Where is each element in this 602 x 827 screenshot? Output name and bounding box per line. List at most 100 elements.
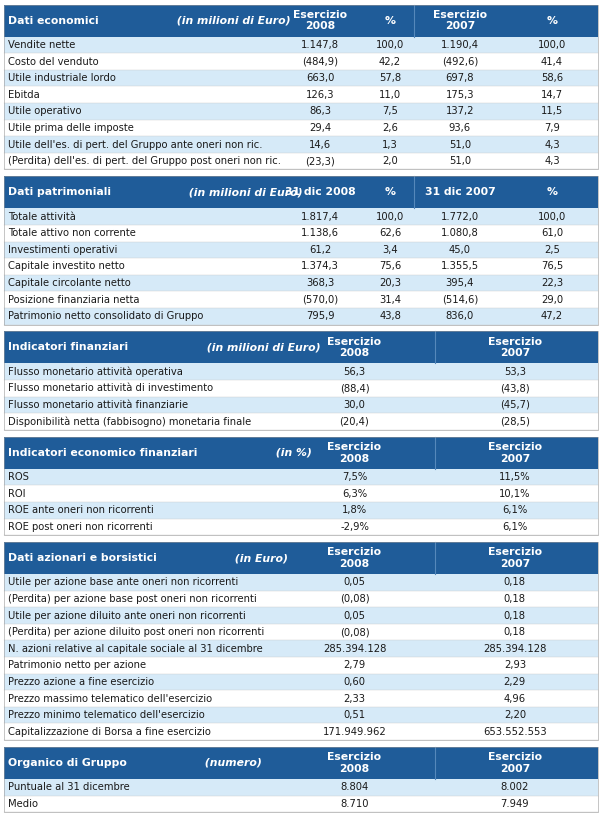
- Text: Utile per azione base ante oneri non ricorrenti: Utile per azione base ante oneri non ric…: [8, 577, 238, 587]
- Bar: [4, 332, 598, 430]
- Text: Esercizio
2007: Esercizio 2007: [433, 10, 487, 31]
- Text: 6,1%: 6,1%: [502, 505, 527, 515]
- Text: 653.552.553: 653.552.553: [483, 727, 547, 737]
- Bar: [4, 707, 598, 724]
- Text: 61,2: 61,2: [309, 245, 332, 255]
- Text: Costo del venduto: Costo del venduto: [8, 56, 99, 66]
- Text: 7,9: 7,9: [544, 123, 560, 133]
- Text: 1.355,5: 1.355,5: [441, 261, 479, 271]
- Bar: [4, 225, 598, 241]
- Text: 126,3: 126,3: [306, 89, 335, 100]
- Text: Prezzo azione a fine esercizio: Prezzo azione a fine esercizio: [8, 677, 154, 687]
- Text: (Perdita) dell'es. di pert. del Gruppo post oneri non ric.: (Perdita) dell'es. di pert. del Gruppo p…: [8, 156, 281, 166]
- Text: 7,5%: 7,5%: [342, 472, 367, 482]
- Text: 0,18: 0,18: [504, 594, 526, 604]
- Text: Esercizio
2007: Esercizio 2007: [488, 337, 542, 358]
- Text: (514,6): (514,6): [442, 294, 478, 304]
- Text: 285.394.128: 285.394.128: [323, 643, 386, 653]
- Text: 14,6: 14,6: [309, 140, 331, 150]
- Text: 58,6: 58,6: [541, 73, 563, 84]
- Text: 100,0: 100,0: [376, 40, 404, 50]
- Text: 4,3: 4,3: [544, 156, 560, 166]
- Text: (20,4): (20,4): [340, 417, 370, 427]
- Text: 8.804: 8.804: [340, 782, 368, 792]
- Text: 14,7: 14,7: [541, 89, 563, 100]
- Text: 51,0: 51,0: [449, 156, 471, 166]
- Bar: [4, 136, 598, 153]
- Text: 697,8: 697,8: [445, 73, 474, 84]
- Text: 4,96: 4,96: [504, 694, 526, 704]
- Bar: [4, 332, 598, 363]
- Bar: [4, 103, 598, 120]
- Text: 3,4: 3,4: [382, 245, 398, 255]
- Text: 20,3: 20,3: [379, 278, 401, 288]
- Text: 137,2: 137,2: [445, 107, 474, 117]
- Text: 795,9: 795,9: [306, 311, 335, 321]
- Text: 93,6: 93,6: [449, 123, 471, 133]
- Text: 11,0: 11,0: [379, 89, 401, 100]
- Text: (484,9): (484,9): [302, 56, 338, 66]
- Bar: [4, 590, 598, 607]
- Bar: [4, 275, 598, 291]
- Bar: [4, 380, 598, 397]
- Bar: [4, 208, 598, 225]
- Text: 22,3: 22,3: [541, 278, 563, 288]
- Text: Prezzo minimo telematico dell'esercizio: Prezzo minimo telematico dell'esercizio: [8, 710, 205, 720]
- Bar: [4, 485, 598, 502]
- Text: 2,0: 2,0: [382, 156, 398, 166]
- Text: 0,18: 0,18: [504, 577, 526, 587]
- Text: %: %: [385, 16, 396, 26]
- Text: 2,33: 2,33: [344, 694, 365, 704]
- Text: 8.002: 8.002: [501, 782, 529, 792]
- Text: 1,3: 1,3: [382, 140, 398, 150]
- Text: 41,4: 41,4: [541, 56, 563, 66]
- Bar: [4, 86, 598, 103]
- Bar: [4, 437, 598, 535]
- Text: 1.147,8: 1.147,8: [302, 40, 340, 50]
- Text: Utile industriale lordo: Utile industriale lordo: [8, 73, 116, 84]
- Bar: [4, 607, 598, 624]
- Text: (numero): (numero): [201, 758, 262, 768]
- Text: Organico di Gruppo: Organico di Gruppo: [8, 758, 127, 768]
- Text: 43,8: 43,8: [379, 311, 401, 321]
- Text: Esercizio
2007: Esercizio 2007: [488, 547, 542, 569]
- Text: 1,8%: 1,8%: [342, 505, 367, 515]
- Text: 663,0: 663,0: [306, 73, 335, 84]
- Text: Dati azionari e borsistici: Dati azionari e borsistici: [8, 553, 157, 563]
- Text: (570,0): (570,0): [302, 294, 338, 304]
- Text: 0,51: 0,51: [343, 710, 365, 720]
- Text: 57,8: 57,8: [379, 73, 401, 84]
- Text: 47,2: 47,2: [541, 311, 563, 321]
- Text: 171.949.962: 171.949.962: [323, 727, 386, 737]
- Text: Indicatori finanziari: Indicatori finanziari: [8, 342, 128, 352]
- Text: (492,6): (492,6): [442, 56, 478, 66]
- Text: 0,60: 0,60: [344, 677, 365, 687]
- Text: N. azioni relative al capitale sociale al 31 dicembre: N. azioni relative al capitale sociale a…: [8, 643, 262, 653]
- Text: 76,5: 76,5: [541, 261, 563, 271]
- Text: Utile per azione diluito ante oneri non ricorrenti: Utile per azione diluito ante oneri non …: [8, 610, 246, 620]
- Text: Capitale circolante netto: Capitale circolante netto: [8, 278, 131, 288]
- Text: Esercizio
2008: Esercizio 2008: [327, 547, 382, 569]
- Text: 100,0: 100,0: [538, 212, 566, 222]
- Text: Esercizio
2008: Esercizio 2008: [327, 337, 382, 358]
- Bar: [4, 674, 598, 691]
- Text: 42,2: 42,2: [379, 56, 401, 66]
- Text: 1.080,8: 1.080,8: [441, 228, 479, 238]
- Text: Disponibilità netta (fabbisogno) monetaria finale: Disponibilità netta (fabbisogno) monetar…: [8, 416, 251, 427]
- Bar: [4, 241, 598, 258]
- Bar: [4, 796, 598, 812]
- Text: -2,9%: -2,9%: [340, 522, 369, 532]
- Text: 836,0: 836,0: [445, 311, 474, 321]
- Text: Investimenti operativi: Investimenti operativi: [8, 245, 117, 255]
- Text: Capitale investito netto: Capitale investito netto: [8, 261, 125, 271]
- Text: Vendite nette: Vendite nette: [8, 40, 75, 50]
- Bar: [4, 53, 598, 69]
- Bar: [4, 69, 598, 86]
- Text: Flusso monetario attività finanziarie: Flusso monetario attività finanziarie: [8, 400, 188, 410]
- Text: (in milioni di Euro): (in milioni di Euro): [173, 16, 291, 26]
- Text: (in Euro): (in Euro): [231, 553, 288, 563]
- Bar: [4, 176, 598, 324]
- Text: 56,3: 56,3: [343, 366, 365, 377]
- Text: Ebitda: Ebitda: [8, 89, 40, 100]
- Text: 6,1%: 6,1%: [502, 522, 527, 532]
